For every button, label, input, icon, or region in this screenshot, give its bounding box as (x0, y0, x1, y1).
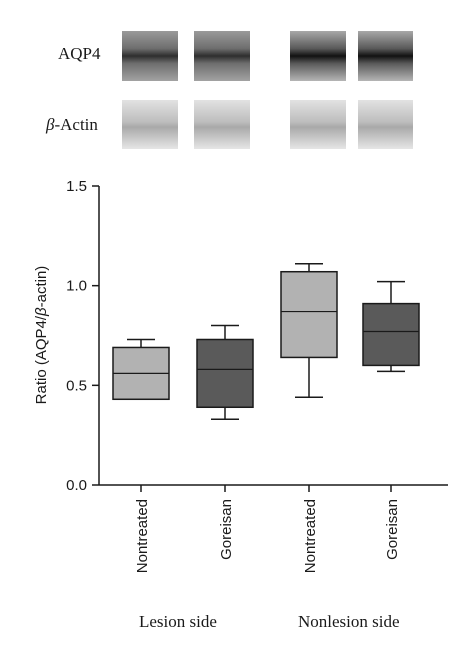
beta-symbol: β (46, 115, 55, 134)
actin-band-nonlesion-goreisan (358, 100, 413, 149)
y-axis-label-part: Ratio (AQP4/ (33, 315, 50, 404)
y-axis-label-part: -actin) (33, 266, 50, 308)
x-tick-label: Goreisan (218, 499, 235, 560)
box-2 (196, 324, 254, 420)
actin-band-lesion-goreisan (194, 100, 250, 149)
western-blot-image (122, 31, 413, 149)
box-plot: 0.00.51.01.5 Nontreated Goreisan Nontreate… (33, 178, 448, 573)
beta-actin-blot-label: β-Actin (46, 115, 98, 135)
y-tick-label: 0.5 (66, 377, 87, 394)
box-3 (280, 262, 338, 399)
y-tick-label: 0.0 (66, 477, 87, 494)
group-label-nonlesion-side: Nonlesion side (298, 612, 400, 631)
aqp4-band-nonlesion-nontreated (290, 31, 346, 81)
aqp4-band-lesion-goreisan (194, 31, 250, 81)
y-tick-label: 1.5 (66, 178, 87, 195)
box-body (196, 338, 254, 409)
aqp4-blot-label: AQP4 (58, 44, 101, 63)
x-tick-label: Goreisan (384, 499, 401, 560)
x-ticks: Nontreated Goreisan Nontreated Goreisan (134, 485, 401, 573)
aqp4-band-nonlesion-goreisan (358, 31, 413, 81)
box-4 (362, 280, 420, 373)
group-label-lesion-side: Lesion side (139, 612, 217, 631)
box-body (362, 302, 420, 367)
aqp4-band-lesion-nontreated (122, 31, 178, 81)
x-tick-label: Nontreated (302, 499, 319, 573)
x-tick-label: Nontreated (134, 499, 151, 573)
y-ticks: 0.0 0.5 1.0 1.5 (66, 178, 99, 494)
actin-band-nonlesion-nontreated (290, 100, 346, 149)
y-tick-label: 1.0 (66, 278, 87, 295)
actin-band-lesion-nontreated (122, 100, 178, 149)
y-axis-label: Ratio (AQP4/β-actin) (33, 266, 50, 405)
boxes (112, 262, 420, 420)
y-axis-label-part: β (33, 307, 50, 317)
box-1 (112, 338, 170, 401)
box-body (280, 270, 338, 359)
actin-text: -Actin (54, 115, 98, 134)
